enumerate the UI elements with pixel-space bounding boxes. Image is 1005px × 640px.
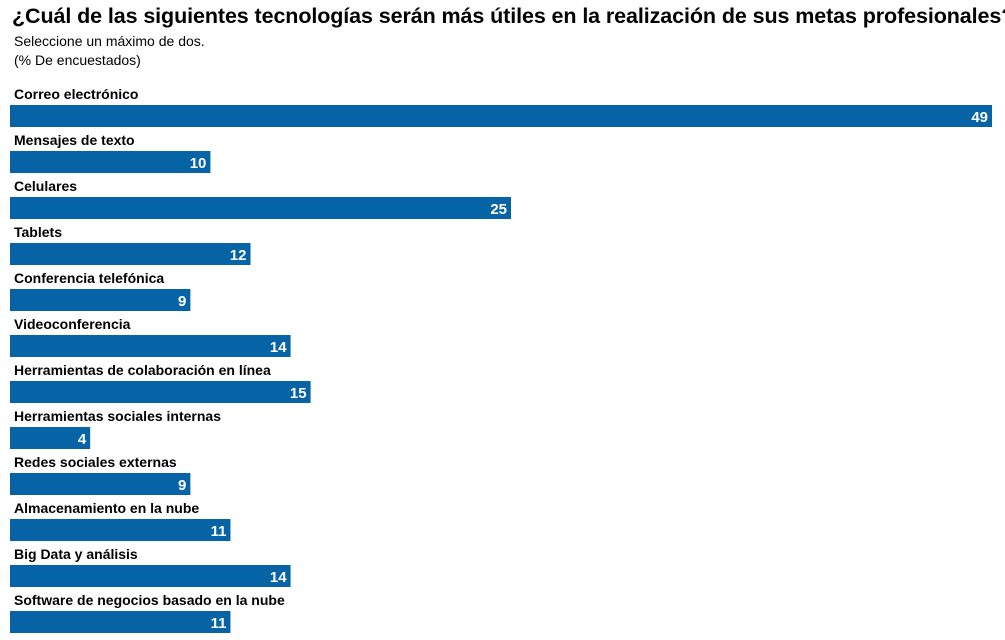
bar [10, 427, 91, 449]
bar [10, 197, 512, 219]
bar-row: Mensajes de texto 10 [10, 132, 211, 173]
data-label: 11 [211, 523, 227, 540]
bar [10, 381, 311, 403]
bar-row: Videoconferencia 14 [10, 316, 291, 357]
chart-subtitle-instruction: Seleccione un máximo de dos. [14, 33, 205, 49]
category-label: Videoconferencia [14, 316, 131, 332]
data-label: 9 [178, 293, 186, 310]
data-label: 14 [270, 339, 287, 356]
data-label: 11 [211, 615, 227, 632]
category-label: Conferencia telefónica [14, 270, 164, 286]
category-label: Herramientas sociales internas [14, 408, 221, 424]
bar-row: Herramientas de colaboración en línea 15 [10, 362, 311, 403]
bar-row: Software de negocios basado en la nube 11 [10, 592, 285, 633]
category-label: Mensajes de texto [14, 132, 135, 148]
bar [10, 289, 191, 311]
bar [10, 335, 291, 357]
bar [10, 105, 992, 127]
bar-row: Big Data y análisis 14 [10, 546, 291, 587]
data-label: 12 [230, 247, 247, 264]
category-label: Tablets [14, 224, 62, 240]
chart-subtitle-unit: (% De encuestados) [14, 52, 141, 68]
bar [10, 519, 231, 541]
category-label: Redes sociales externas [14, 454, 177, 470]
data-label: 25 [490, 201, 507, 218]
data-label: 10 [190, 155, 207, 172]
bar [10, 565, 291, 587]
data-label: 4 [78, 431, 87, 448]
bar [10, 243, 251, 265]
data-label: 9 [178, 477, 186, 494]
category-label: Herramientas de colaboración en línea [14, 362, 271, 378]
category-label: Software de negocios basado en la nube [14, 592, 285, 608]
bar [10, 151, 211, 173]
bar-row: Almacenamiento en la nube 11 [10, 500, 231, 541]
bar [10, 611, 231, 633]
bar-row: Celulares 25 [10, 178, 512, 219]
data-label: 49 [971, 109, 988, 126]
category-label: Big Data y análisis [14, 546, 138, 562]
category-label: Almacenamiento en la nube [14, 500, 199, 516]
bar-row: Tablets 12 [10, 224, 251, 265]
bar-row: Conferencia telefónica 9 [10, 270, 191, 311]
chart-title: ¿Cuál de las siguientes tecnologías será… [12, 4, 1005, 28]
bar-row: Herramientas sociales internas 4 [10, 408, 221, 449]
category-label: Celulares [14, 178, 77, 194]
category-label: Correo electrónico [14, 86, 138, 102]
bar-row: Correo electrónico 49 [10, 86, 992, 127]
data-label: 15 [290, 385, 307, 402]
data-label: 14 [270, 569, 287, 586]
bar [10, 473, 191, 495]
